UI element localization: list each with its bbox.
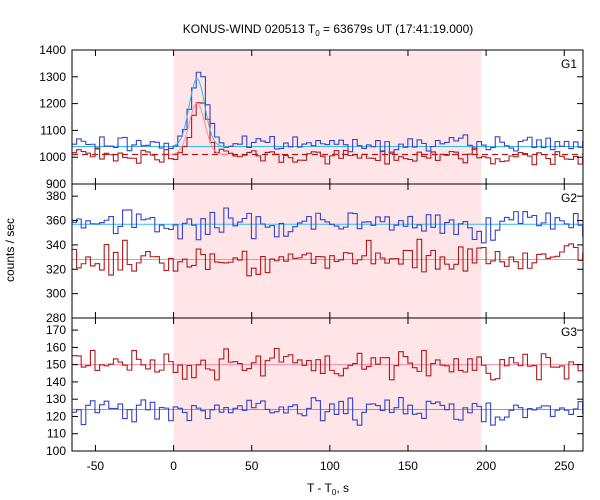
y-tick-label: 120 <box>46 409 66 423</box>
panel-label-g3: G3 <box>561 325 577 339</box>
panel-g3: 100 110 120 130 140 150 160 170 G3 <box>46 317 584 458</box>
x-axis-label-subscript: 0 <box>332 488 337 497</box>
y-tick-label: 1300 <box>39 70 66 84</box>
lightcurve-blue-g1 <box>72 71 584 155</box>
y-tick-label: 140 <box>46 375 66 389</box>
x-axis-label-rest: , s <box>336 481 349 495</box>
y-tick-label: 360 <box>46 214 66 228</box>
lightcurve-red-g3 <box>72 347 584 381</box>
peak-model-blue-g1 <box>170 78 229 147</box>
x-tick-label: 250 <box>554 459 574 473</box>
y-tick-label: 1400 <box>39 43 66 57</box>
x-tick-label: 0 <box>170 459 177 473</box>
y-tick-label: 160 <box>46 340 66 354</box>
x-tick-label: 200 <box>476 459 496 473</box>
plot-panels: 90010001100120013001400G1280300320340360… <box>39 43 584 473</box>
panel-g2: 280 300 320 340 360 380 G2 <box>46 183 584 325</box>
lightcurve-blue-g3 <box>72 396 584 426</box>
panel-g1: 900 1000 1100 1200 1300 1400 G1 <box>39 43 584 191</box>
panel-label-g2: G2 <box>561 191 577 205</box>
y-tick-label: 170 <box>46 323 66 337</box>
y-tick-label: 110 <box>47 427 66 441</box>
lightcurve-blue-g2 <box>72 207 584 244</box>
panel-label-g1: G1 <box>561 57 577 71</box>
y-tick-label: 100 <box>46 444 66 458</box>
chart-title-rest: = 63679s UT (17:41:19.000) <box>320 22 474 36</box>
y-tick-label: 150 <box>46 358 66 372</box>
lightcurve-red-g1 <box>72 102 584 166</box>
x-axis-label-main: T - T <box>307 481 333 495</box>
chart-title-subscript: 0 <box>315 29 320 38</box>
y-tick-label: 380 <box>46 189 66 203</box>
y-tick-label: 1000 <box>39 150 66 164</box>
y-tick-label: 280 <box>46 311 66 325</box>
panel-frame-g3 <box>71 317 584 452</box>
x-tick-label: 150 <box>398 459 418 473</box>
highlight-interval-g1 <box>173 50 482 184</box>
lightcurve-red-g2 <box>72 238 584 277</box>
chart-title: KONUS-WIND 020513 T0 = 63679s UT (17:41:… <box>183 22 474 38</box>
y-tick-label: 130 <box>46 392 66 406</box>
peak-model-red-g1 <box>170 102 229 156</box>
y-tick-label: 340 <box>46 238 66 252</box>
x-tick-label: -50 <box>87 459 105 473</box>
x-axis-label: T - T0, s <box>307 481 349 497</box>
y-tick-label: 1100 <box>40 123 66 137</box>
chart-title-main: KONUS-WIND 020513 T <box>183 22 316 36</box>
y-tick-label: 300 <box>46 287 66 301</box>
highlight-interval-g2 <box>173 184 482 318</box>
y-tick-label: 320 <box>46 262 66 276</box>
y-tick-label: 1200 <box>39 97 66 111</box>
y-tick-label: 900 <box>46 177 66 191</box>
x-tick-label: 50 <box>245 459 259 473</box>
highlight-interval-g3 <box>173 318 482 451</box>
x-tick-label: 100 <box>320 459 340 473</box>
y-axis-label: counts / sec <box>3 218 17 282</box>
